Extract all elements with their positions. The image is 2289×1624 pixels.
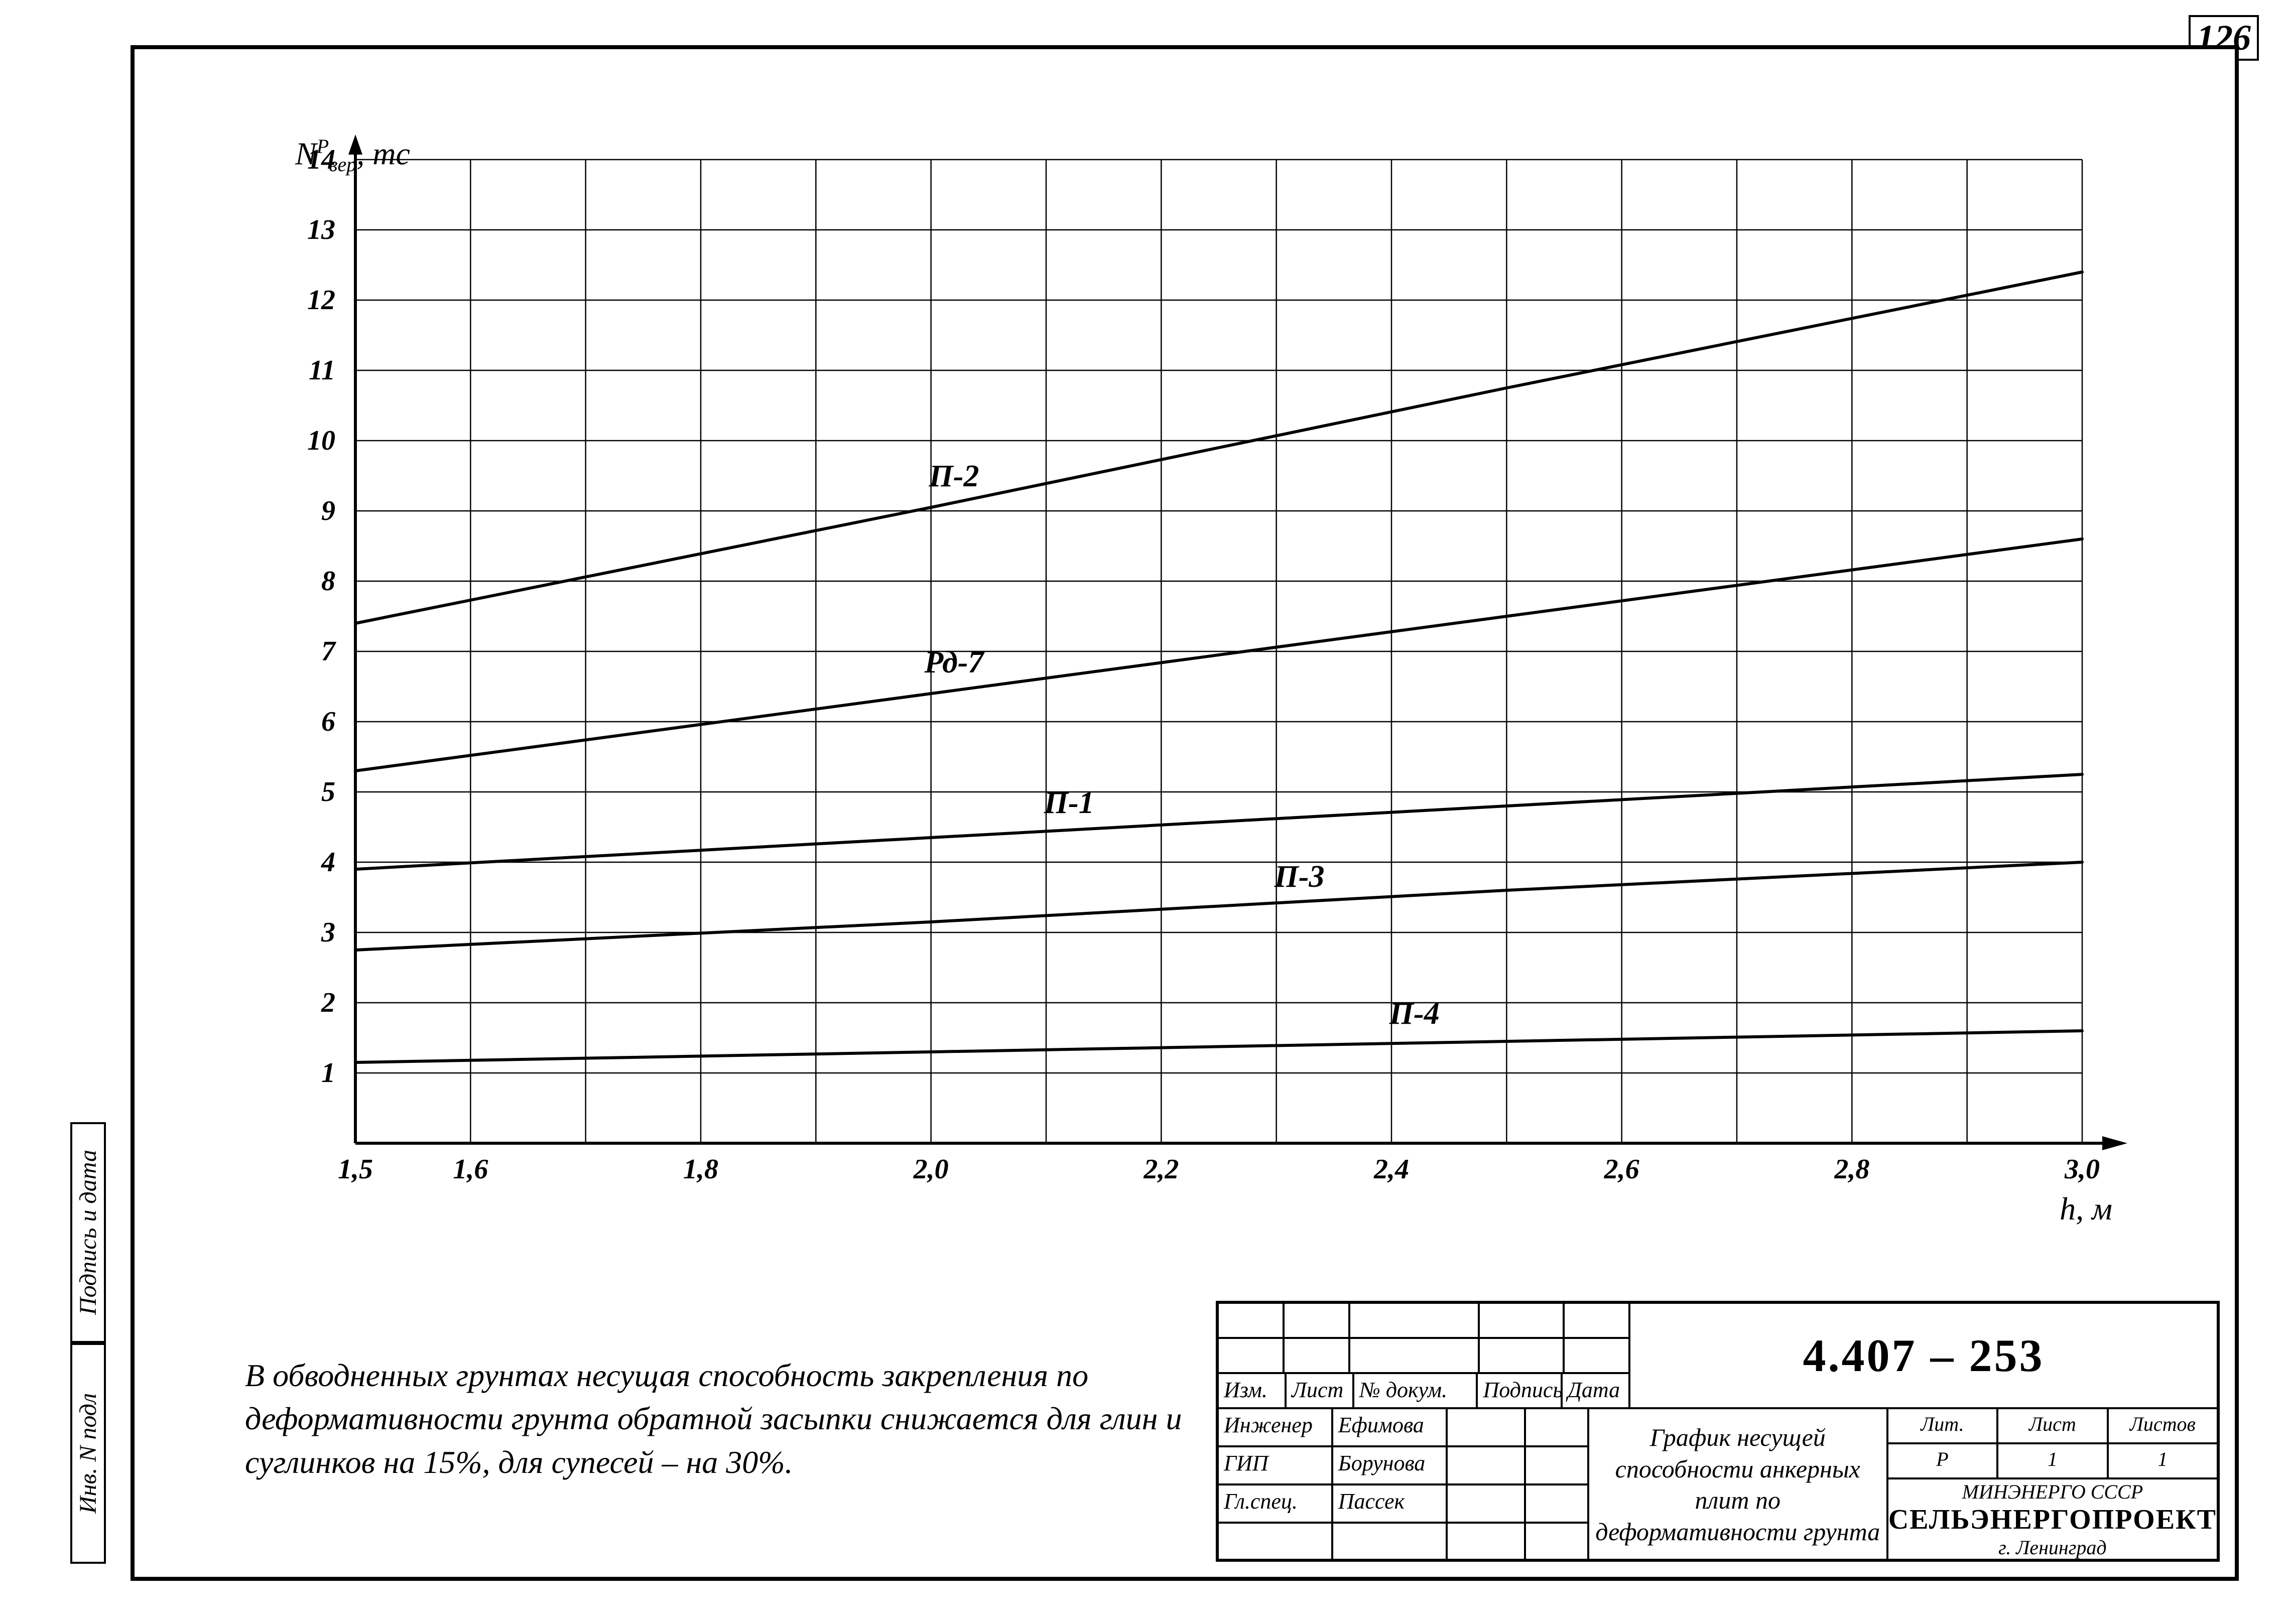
spine-sign-date: Подпись и дата <box>70 1122 106 1343</box>
revision-grid: Изм. Лист № докум. Подпись Дата <box>1219 1304 1630 1407</box>
title-block: Изм. Лист № докум. Подпись Дата 4.407 – … <box>1216 1301 2220 1562</box>
svg-text:2,4: 2,4 <box>1373 1154 1409 1185</box>
hdr-list: Лист <box>1287 1374 1354 1407</box>
doc-number: 4.407 – 253 <box>1630 1304 2217 1407</box>
svg-text:5: 5 <box>321 776 335 807</box>
org-ministry: МИНЭНЕРГО СССР <box>1962 1480 2143 1504</box>
x-axis-label: h, м <box>2060 1190 2112 1228</box>
svg-text:1,6: 1,6 <box>453 1154 488 1185</box>
footnote-text: В обводненных грунтах несущая способност… <box>245 1354 1299 1484</box>
stage-lit-v: Р <box>1888 1444 1998 1477</box>
svg-text:2,2: 2,2 <box>1143 1154 1179 1185</box>
svg-text:Рд-7: Рд-7 <box>924 645 985 680</box>
left-spine: Подпись и дата Инв. N подл <box>70 1122 125 1574</box>
svg-text:П-1: П-1 <box>1044 786 1094 820</box>
svg-text:2,8: 2,8 <box>1834 1154 1869 1185</box>
spine-inv-number: Инв. N подл <box>70 1343 106 1564</box>
role-1: ГИП <box>1219 1447 1333 1483</box>
svg-text:4: 4 <box>321 847 335 878</box>
svg-text:1,8: 1,8 <box>683 1154 718 1185</box>
name-2: Пассек <box>1333 1485 1448 1522</box>
svg-text:6: 6 <box>321 706 335 737</box>
svg-text:1: 1 <box>321 1057 335 1089</box>
stage-sheets-h: Листов <box>2109 1409 2217 1442</box>
org-name: СЕЛЬЭНЕРГОПРОЕКТ <box>1888 1504 2217 1536</box>
hdr-sign: Подпись <box>1478 1374 1562 1407</box>
svg-text:8: 8 <box>321 566 335 597</box>
page: 126 Подпись и дата Инв. N подл NPвер, тс… <box>0 0 2289 1624</box>
name-1: Борунова <box>1333 1447 1448 1483</box>
svg-text:П-2: П-2 <box>929 459 979 493</box>
org-city: г. Ленинград <box>1998 1536 2106 1559</box>
svg-text:3,0: 3,0 <box>2064 1154 2100 1185</box>
signers: Инженер Ефимова ГИП Борунова Гл.спец. Па… <box>1219 1409 1589 1560</box>
hdr-docnum: № докум. <box>1354 1374 1478 1407</box>
svg-text:13: 13 <box>307 214 335 245</box>
svg-text:1,5: 1,5 <box>338 1154 373 1185</box>
hdr-date: Дата <box>1563 1374 1628 1407</box>
svg-text:11: 11 <box>309 355 335 386</box>
svg-text:2,0: 2,0 <box>913 1154 949 1185</box>
stage-sheets-v: 1 <box>2109 1444 2217 1477</box>
stage-sheet-h: Лист <box>1998 1409 2108 1442</box>
role-0: Инженер <box>1219 1409 1333 1445</box>
stage-sheet-v: 1 <box>1998 1444 2108 1477</box>
role-2: Гл.спец. <box>1219 1485 1333 1522</box>
hdr-izm: Изм. <box>1219 1374 1287 1407</box>
svg-text:П-4: П-4 <box>1389 997 1440 1031</box>
svg-text:10: 10 <box>307 425 335 456</box>
svg-text:9: 9 <box>321 495 335 526</box>
svg-text:П-3: П-3 <box>1274 860 1325 894</box>
drawing-frame: NPвер, тс 12345678910111213141,51,61,82,… <box>131 45 2239 1581</box>
svg-text:7: 7 <box>321 636 336 667</box>
svg-text:12: 12 <box>307 285 335 316</box>
drawing-title: График несущей способности анкерных плит… <box>1589 1409 1888 1560</box>
svg-text:2: 2 <box>321 987 335 1018</box>
y-axis-label: NPвер, тс <box>295 134 410 176</box>
name-0: Ефимова <box>1333 1409 1448 1445</box>
chart: NPвер, тс 12345678910111213141,51,61,82,… <box>225 99 2142 1229</box>
svg-text:2,6: 2,6 <box>1604 1154 1639 1185</box>
stage-lit-h: Лит. <box>1888 1409 1998 1442</box>
svg-text:3: 3 <box>321 917 335 948</box>
chart-svg: 12345678910111213141,51,61,82,02,22,42,6… <box>225 99 2142 1229</box>
